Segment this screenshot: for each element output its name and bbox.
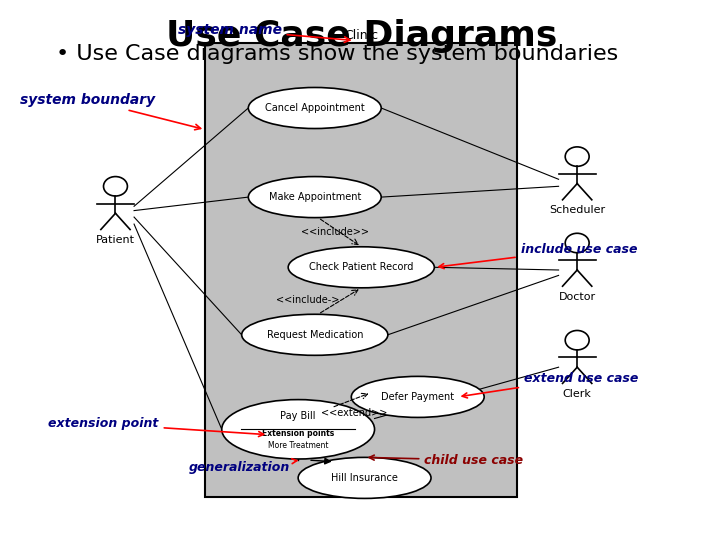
Text: <<include->: <<include-> bbox=[276, 295, 340, 305]
Text: child use case: child use case bbox=[369, 454, 523, 467]
Ellipse shape bbox=[298, 457, 431, 498]
Text: Pay Bill: Pay Bill bbox=[280, 411, 316, 421]
Text: Make Appointment: Make Appointment bbox=[269, 192, 361, 202]
Text: Patient: Patient bbox=[96, 235, 135, 245]
Circle shape bbox=[565, 147, 589, 166]
Text: <<include>>: <<include>> bbox=[301, 227, 369, 237]
Text: More Treatment: More Treatment bbox=[268, 441, 328, 450]
Text: include use case: include use case bbox=[439, 243, 637, 268]
Text: system boundary: system boundary bbox=[20, 93, 201, 130]
Ellipse shape bbox=[248, 177, 381, 218]
Text: generalization: generalization bbox=[189, 458, 297, 474]
Text: Request Medication: Request Medication bbox=[266, 330, 363, 340]
Text: <<extend>>: <<extend>> bbox=[321, 408, 388, 418]
Text: Defer Payment: Defer Payment bbox=[381, 392, 454, 402]
Ellipse shape bbox=[351, 376, 484, 417]
Text: Doctor: Doctor bbox=[559, 292, 595, 302]
FancyBboxPatch shape bbox=[205, 43, 518, 497]
Text: • Use Case diagrams show the system boundaries: • Use Case diagrams show the system boun… bbox=[55, 44, 618, 64]
Text: Clinic: Clinic bbox=[344, 29, 378, 42]
Text: extend use case: extend use case bbox=[462, 372, 639, 398]
Text: Extension points: Extension points bbox=[262, 429, 334, 438]
Text: Clerk: Clerk bbox=[563, 389, 592, 399]
Text: Cancel Appointment: Cancel Appointment bbox=[265, 103, 364, 113]
Ellipse shape bbox=[248, 87, 381, 129]
Text: Hill Insurance: Hill Insurance bbox=[331, 473, 398, 483]
Text: Scheduler: Scheduler bbox=[549, 205, 606, 215]
Ellipse shape bbox=[222, 400, 374, 459]
Text: system name: system name bbox=[178, 23, 350, 43]
Ellipse shape bbox=[242, 314, 388, 355]
Text: extension point: extension point bbox=[48, 417, 264, 436]
Circle shape bbox=[104, 177, 127, 196]
Text: Check Patient Record: Check Patient Record bbox=[309, 262, 413, 272]
Ellipse shape bbox=[288, 247, 434, 288]
Circle shape bbox=[565, 330, 589, 350]
Text: Use Case Diagrams: Use Case Diagrams bbox=[166, 19, 557, 53]
Circle shape bbox=[565, 233, 589, 253]
